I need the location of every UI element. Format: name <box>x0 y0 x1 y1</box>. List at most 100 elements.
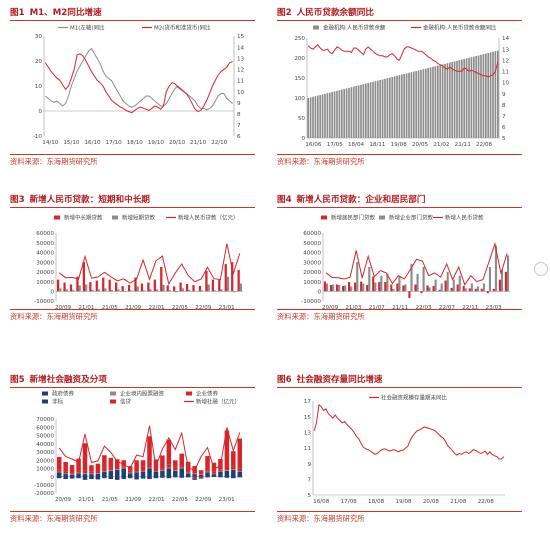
bar <box>147 467 152 469</box>
bar <box>147 436 152 463</box>
bar <box>179 282 182 292</box>
x-tick-label: 14/10 <box>42 140 59 146</box>
bar <box>352 86 355 138</box>
y-tick-label: 0 <box>50 289 54 295</box>
bar <box>338 284 341 292</box>
bar <box>360 84 362 138</box>
bar <box>218 470 223 472</box>
x-tick-label: 22/08 <box>476 142 493 148</box>
bar <box>422 69 425 138</box>
bar <box>115 467 120 470</box>
y-tick-label: 40000 <box>36 442 54 448</box>
y-tick-label: -10 <box>33 134 43 140</box>
bar <box>134 468 139 472</box>
legend-label: 新增人民币贷款 <box>445 214 484 222</box>
bar <box>63 471 68 474</box>
chart-new-loans-sector: -10000 0 10000 20000 30000 40000 50000 60000 20/… <box>301 214 510 311</box>
bar <box>185 473 191 477</box>
legend-swatch <box>313 25 319 30</box>
source-note: 资料来源：东海期货研究所 <box>10 157 98 166</box>
bar <box>390 284 393 292</box>
bar <box>416 273 419 292</box>
bar <box>82 473 88 475</box>
bar <box>224 476 230 478</box>
bar <box>224 430 230 468</box>
bar <box>95 280 98 292</box>
legend-label: 金融机构:人民币贷款余额 <box>323 24 386 32</box>
bar <box>127 470 133 473</box>
bar <box>448 62 451 138</box>
bar <box>56 469 62 472</box>
y-tick-label: 60000 <box>36 231 54 237</box>
series-line <box>45 47 233 111</box>
bar <box>438 289 441 292</box>
bar <box>179 468 184 477</box>
bar <box>239 283 243 292</box>
bar <box>166 439 172 465</box>
legend-label: 企业境内股票融资 <box>120 390 165 398</box>
bar <box>369 82 372 138</box>
bar <box>115 469 120 470</box>
x-tick-label: 21/02 <box>433 142 449 148</box>
bar <box>121 466 126 468</box>
x-tick-label: 16/06 <box>305 142 322 148</box>
bar <box>329 284 333 292</box>
x-tick-label: 21/07 <box>369 305 386 311</box>
bar <box>69 476 75 479</box>
panel-1: 图1 M1、M2同比增速 -10 0 10 20 30 6 7 8 9 10 11 12 13 14 15 14… <box>10 6 255 166</box>
title-rule <box>277 20 522 21</box>
bar <box>76 476 81 479</box>
bar <box>198 285 202 292</box>
legend-swatch <box>110 399 116 404</box>
bar <box>326 93 329 138</box>
bar <box>102 476 107 479</box>
y-tick-label: 30 <box>35 34 43 40</box>
bar <box>166 476 172 479</box>
y-tick-label: 7 <box>307 478 311 484</box>
bar <box>427 68 430 138</box>
bar <box>89 465 94 472</box>
y2-tick-label: 7 <box>237 123 241 129</box>
bar <box>350 87 353 138</box>
bar <box>179 453 184 466</box>
bar <box>192 284 195 292</box>
bar <box>345 88 348 138</box>
bar <box>488 267 491 292</box>
bar <box>441 64 444 138</box>
bar <box>417 70 420 138</box>
bar <box>185 472 191 474</box>
scroll-handle[interactable] <box>534 262 548 276</box>
bar <box>464 288 467 292</box>
bar <box>198 474 204 477</box>
bar <box>108 476 114 480</box>
legend-swatch <box>112 215 118 220</box>
y-tick-label: 0 <box>50 475 54 481</box>
bar <box>127 473 133 477</box>
y-tick-label: 50000 <box>36 434 54 440</box>
bar <box>56 472 62 477</box>
bar <box>482 54 485 139</box>
panel-3: 图3 新增人民币贷款：短期和中长期 -10000 0 10000 20000 30000 4… <box>10 193 255 353</box>
bar <box>439 65 442 138</box>
bar <box>115 282 118 292</box>
bar <box>458 275 461 292</box>
bar <box>211 473 217 475</box>
bar <box>384 282 387 292</box>
bar <box>343 89 346 138</box>
bar <box>344 285 347 292</box>
bar <box>482 283 485 292</box>
bar <box>465 58 468 138</box>
bar <box>108 470 114 477</box>
bar <box>108 470 114 471</box>
bar <box>384 78 386 138</box>
bar <box>470 57 473 139</box>
bar <box>56 279 60 292</box>
bar <box>498 279 501 292</box>
series-line <box>325 241 508 286</box>
bar <box>231 451 236 467</box>
bar <box>108 467 114 471</box>
bar <box>307 98 310 138</box>
bar <box>56 471 62 473</box>
bar <box>338 90 341 138</box>
bar <box>224 467 230 470</box>
